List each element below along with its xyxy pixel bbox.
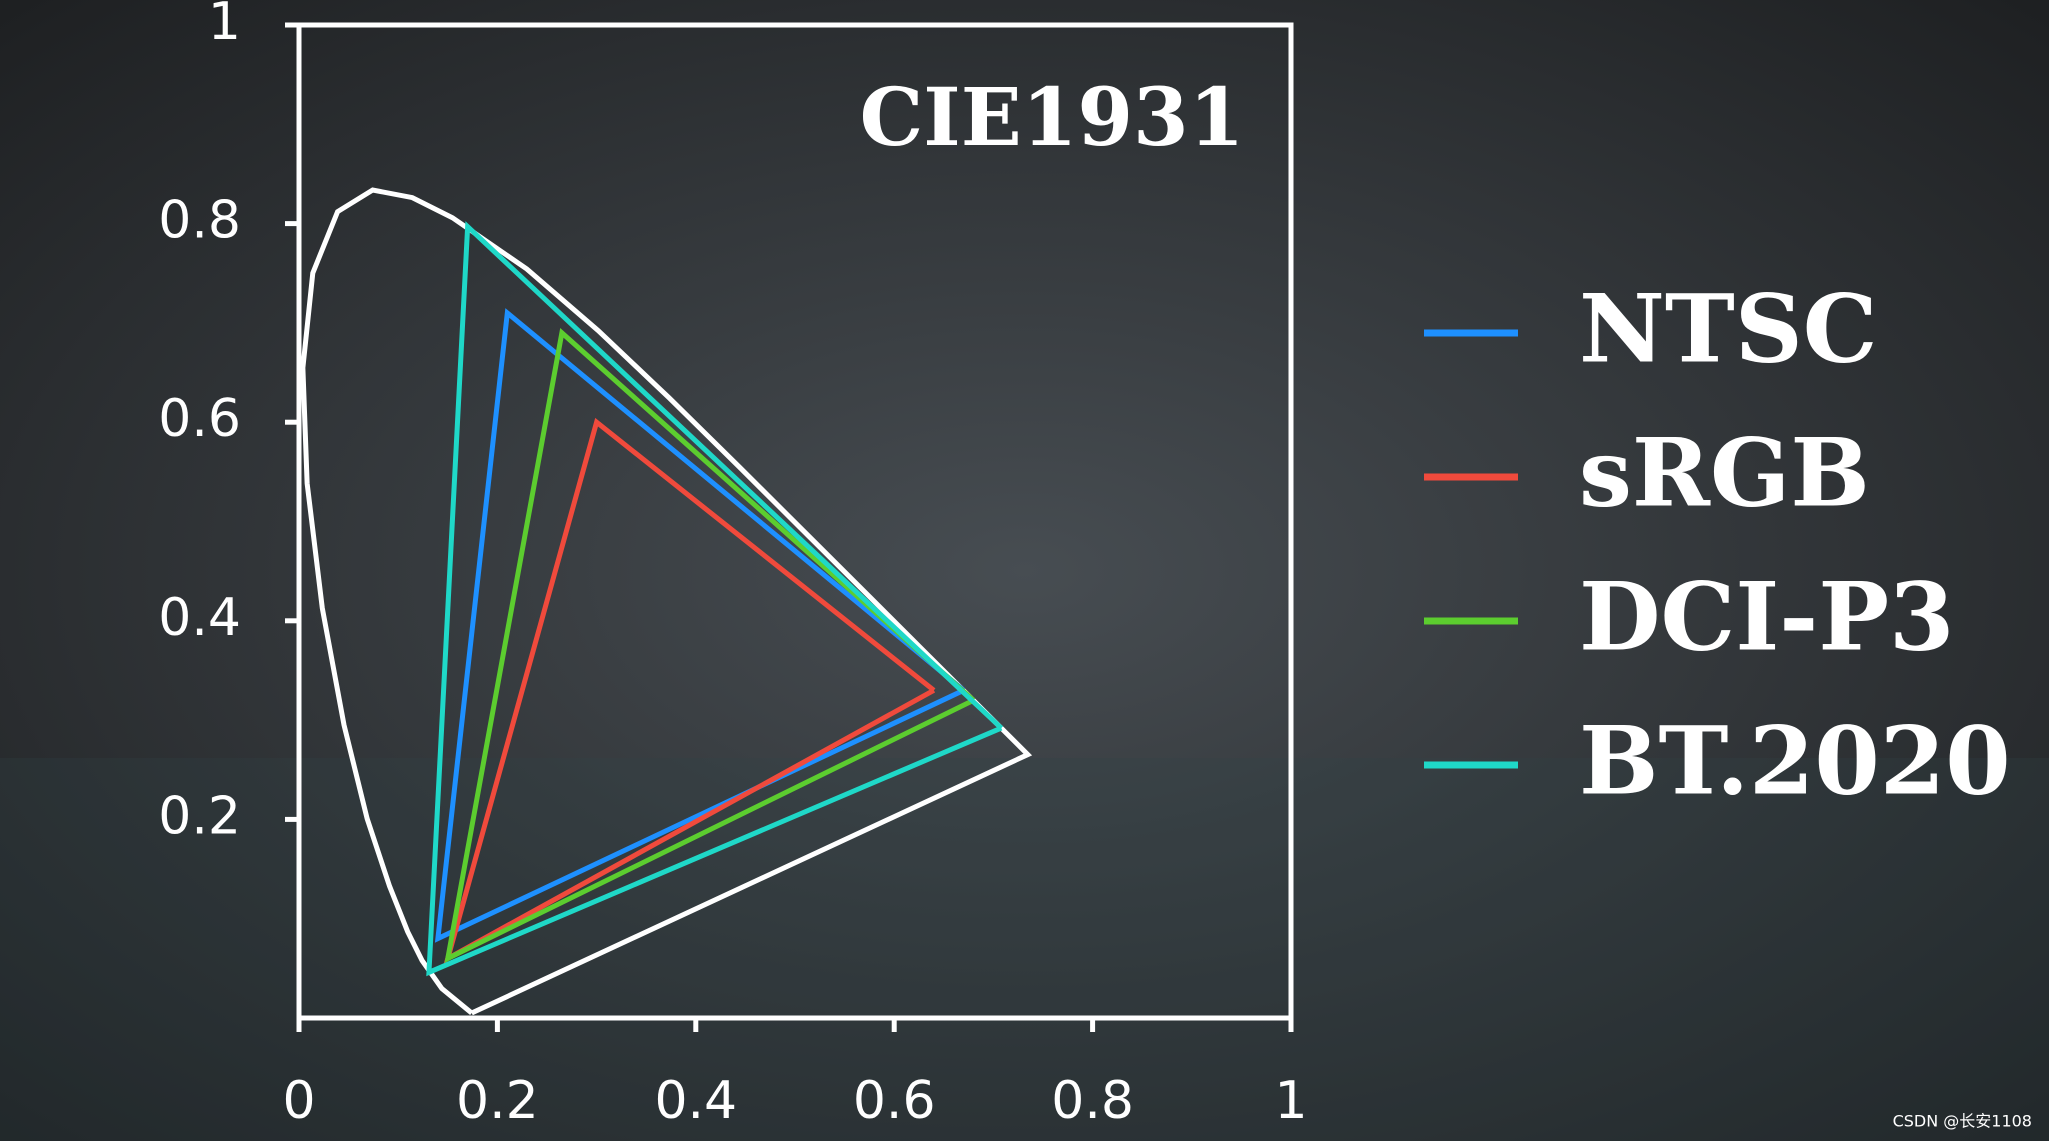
plot-frame — [296, 22, 1294, 1021]
gamut-line — [444, 327, 976, 963]
x-tick-label: 1 — [1274, 1071, 1307, 1131]
x-tick-label: 0.8 — [1051, 1071, 1134, 1131]
x-tick-label: 0.6 — [853, 1071, 936, 1131]
legend-label: sRGB — [1579, 418, 1870, 528]
chart-title: CIE1931 — [860, 70, 1245, 164]
y-tick-label: 0.4 — [158, 588, 241, 648]
legend-label: BT.2020 — [1579, 706, 2011, 816]
y-tick-label: 0.6 — [158, 389, 241, 449]
y-tick-label: 1 — [208, 0, 241, 52]
gamut-line — [443, 417, 936, 964]
watermark: CSDN @长安1108 — [1893, 1112, 2032, 1131]
x-tick-label: 0.4 — [654, 1071, 737, 1131]
x-tick-label: 0.2 — [456, 1071, 539, 1131]
x-tick-label: 0 — [282, 1071, 315, 1131]
legend-label: DCI-P3 — [1579, 562, 1954, 672]
y-tick-label: 0.2 — [158, 786, 241, 846]
locus-line — [300, 187, 1033, 1016]
y-tick-label: 0.8 — [158, 191, 241, 251]
gamut-line — [426, 221, 1004, 977]
gamut-line — [434, 308, 966, 943]
band — [0, 758, 2049, 1141]
legend-label: NTSC — [1579, 274, 1878, 384]
